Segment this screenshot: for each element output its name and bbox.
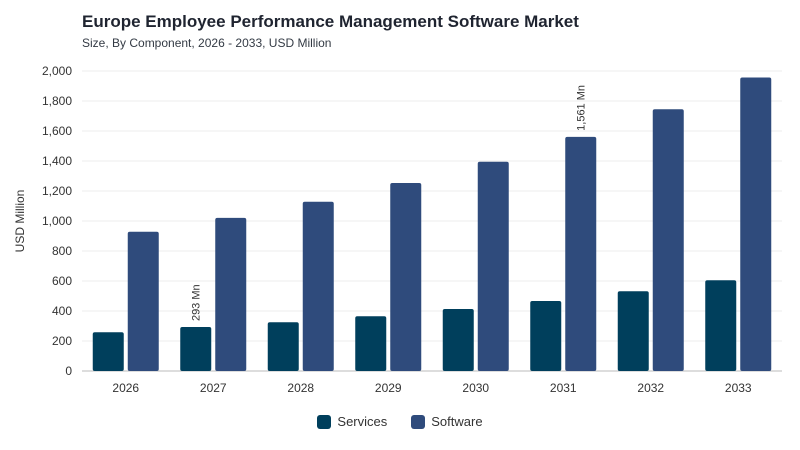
x-tick-label: 2027 — [200, 381, 227, 395]
legend: Services Software — [0, 414, 800, 429]
y-tick-label: 200 — [52, 334, 72, 348]
x-tick-label: 2030 — [462, 381, 489, 395]
data-label: 1,561 Mn — [576, 85, 588, 131]
y-tick-label: 800 — [52, 244, 72, 258]
legend-item-software[interactable]: Software — [411, 414, 483, 429]
bar-services-2029 — [355, 316, 387, 371]
bar-software-2029 — [390, 183, 422, 371]
x-tick-label: 2031 — [550, 381, 577, 395]
bar-services-2032 — [617, 291, 649, 371]
y-tick-label: 1,800 — [42, 94, 72, 108]
y-tick-label: 1,000 — [42, 214, 72, 228]
x-tick-label: 2029 — [375, 381, 402, 395]
bar-software-2033 — [740, 77, 772, 371]
legend-label-software: Software — [431, 414, 483, 429]
bar-services-2028 — [267, 322, 299, 371]
legend-swatch-services — [317, 414, 332, 429]
bar-services-2031 — [530, 300, 562, 371]
bar-software-2028 — [302, 201, 334, 371]
y-tick-label: 2,000 — [42, 64, 72, 78]
data-label: 293 Mn — [191, 284, 203, 321]
x-tick-label: 2028 — [287, 381, 314, 395]
bar-services-2027 — [180, 327, 212, 371]
bar-services-2026 — [92, 332, 124, 371]
bar-software-2030 — [477, 161, 509, 371]
bar-software-2027 — [215, 217, 247, 371]
y-tick-label: 400 — [52, 304, 72, 318]
bar-services-2033 — [705, 280, 737, 371]
y-tick-label: 1,400 — [42, 154, 72, 168]
y-tick-label: 0 — [65, 364, 72, 378]
bar-software-2031 — [565, 136, 597, 371]
bar-services-2030 — [442, 309, 474, 371]
bar-software-2032 — [652, 109, 684, 371]
chart-title: Europe Employee Performance Management S… — [82, 12, 579, 31]
x-tick-label: 2033 — [725, 381, 752, 395]
y-tick-label: 1,200 — [42, 184, 72, 198]
y-tick-label: 1,600 — [42, 124, 72, 138]
x-tick-label: 2032 — [637, 381, 664, 395]
legend-label-services: Services — [337, 414, 388, 429]
y-axis-label: USD Million — [13, 190, 27, 253]
chart-subtitle: Size, By Component, 2026 - 2033, USD Mil… — [82, 36, 332, 50]
y-tick-label: 600 — [52, 274, 72, 288]
legend-swatch-software — [411, 414, 426, 429]
bar-software-2026 — [127, 231, 159, 371]
legend-item-services[interactable]: Services — [317, 414, 387, 429]
x-tick-label: 2026 — [112, 381, 139, 395]
